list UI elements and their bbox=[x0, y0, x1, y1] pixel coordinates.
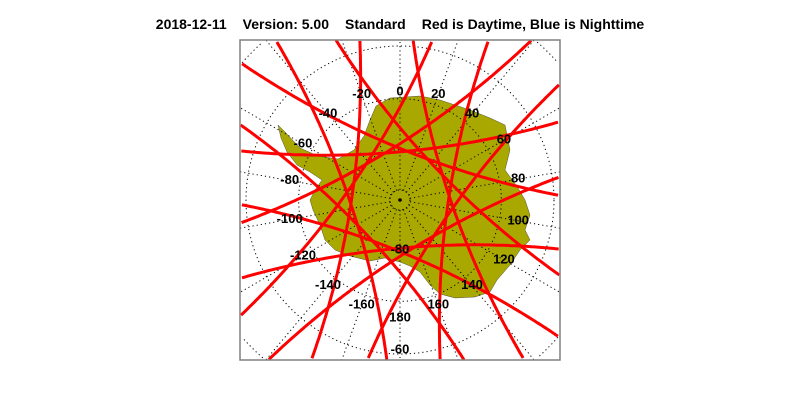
date-label: 2018-12-11 bbox=[155, 16, 227, 32]
longitude-label: 40 bbox=[465, 106, 479, 121]
meridian-line bbox=[341, 40, 398, 191]
daytime-track bbox=[239, 41, 434, 317]
latitude-label: -80 bbox=[391, 242, 410, 257]
version-label: Version: 5.00 bbox=[242, 16, 330, 32]
south-pole-marker bbox=[398, 198, 402, 202]
longitude-label: 100 bbox=[507, 212, 529, 227]
graticule-labels: 0 20 40 60 80 100 120 140 160 180 -160 -140 -120 -100… bbox=[277, 83, 529, 356]
legend-text: Red is Daytime, Blue is Nighttime bbox=[421, 16, 645, 32]
longitude-label: -60 bbox=[294, 135, 313, 150]
daytime-track bbox=[241, 203, 559, 338]
daytime-track bbox=[366, 83, 561, 359]
longitude-label: 60 bbox=[497, 131, 511, 146]
longitude-label: -100 bbox=[277, 211, 303, 226]
daytime-track bbox=[241, 120, 559, 157]
mode-label: Standard bbox=[345, 16, 406, 32]
satellite-ground-tracks bbox=[239, 39, 561, 361]
daytime-track bbox=[310, 40, 363, 359]
meridian-line bbox=[240, 201, 391, 229]
daytime-track bbox=[239, 123, 466, 361]
longitude-label: 80 bbox=[511, 171, 525, 186]
daytime-track bbox=[334, 39, 561, 277]
antarctica-landmass bbox=[277, 95, 531, 299]
daytime-track bbox=[411, 40, 525, 359]
daytime-track bbox=[241, 62, 559, 197]
longitude-label: -40 bbox=[319, 106, 338, 121]
map-title: 2018-12-11 Version: 5.00 Standard Red is Da… bbox=[0, 16, 800, 32]
longitude-label: 120 bbox=[493, 251, 515, 266]
longitude-label: -80 bbox=[280, 172, 299, 187]
longitude-label: 180 bbox=[389, 309, 411, 324]
daytime-track bbox=[241, 243, 559, 280]
latitude-circle bbox=[245, 45, 555, 355]
longitude-label: -140 bbox=[315, 277, 341, 292]
longitude-label: -120 bbox=[290, 247, 316, 262]
longitude-label: 0 bbox=[396, 83, 403, 98]
meridian-line bbox=[341, 209, 398, 360]
meridian-line bbox=[409, 171, 560, 199]
meridian-line bbox=[402, 209, 459, 360]
meridian-line bbox=[402, 40, 459, 191]
latitude-label: -60 bbox=[391, 341, 410, 356]
longitude-label: -20 bbox=[352, 86, 371, 101]
latitude-circle bbox=[298, 98, 502, 302]
map-frame bbox=[239, 39, 561, 361]
longitude-label: 140 bbox=[461, 277, 483, 292]
daytime-track bbox=[275, 41, 389, 360]
longitude-label: 20 bbox=[431, 86, 445, 101]
longitude-label: 160 bbox=[427, 297, 449, 312]
longitude-label: -160 bbox=[349, 297, 375, 312]
